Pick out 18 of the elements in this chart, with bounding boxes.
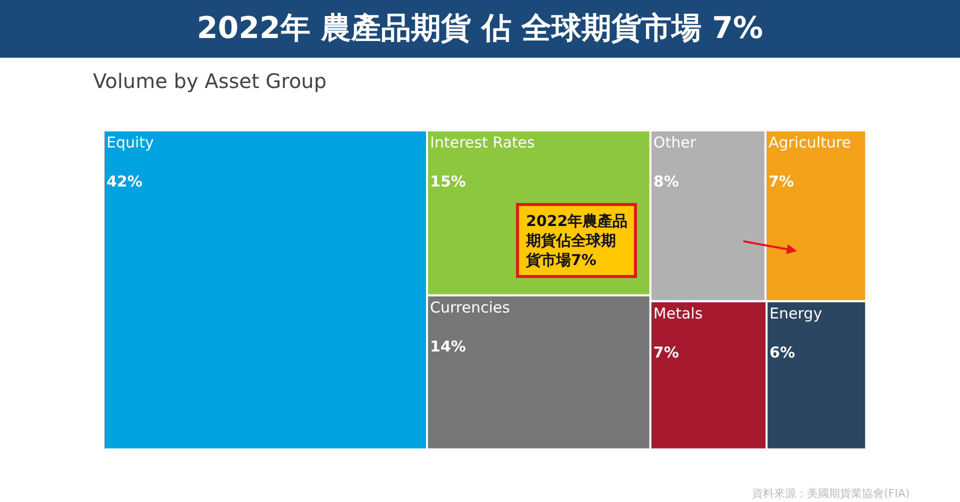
category-label: Interest Rates bbox=[430, 133, 535, 152]
text: Volume by Asset Group bbox=[93, 69, 327, 93]
category-label: Currencies bbox=[430, 298, 510, 316]
data-label: 7% bbox=[653, 343, 679, 362]
data-label: 14% bbox=[430, 337, 466, 356]
data-label: 7% bbox=[768, 172, 794, 190]
source-note: 資料來源：美國期貨業協會(FIA) bbox=[752, 487, 910, 500]
category-label: Energy bbox=[770, 304, 822, 322]
data-label: 42% bbox=[106, 172, 142, 190]
text: 2022年 農產品期貨 佔 全球期貨市場 7% bbox=[196, 11, 764, 46]
category-label: Other bbox=[653, 133, 697, 152]
data-label: 8% bbox=[653, 172, 679, 190]
category-label: Agriculture bbox=[768, 133, 851, 152]
category-label: Metals bbox=[653, 304, 703, 322]
text: 2022年農產品期貨佔全球期貨市場7% bbox=[525, 212, 628, 269]
category-label: Equity bbox=[106, 133, 154, 152]
data-label: 15% bbox=[430, 172, 466, 190]
data-label: 6% bbox=[770, 343, 796, 362]
